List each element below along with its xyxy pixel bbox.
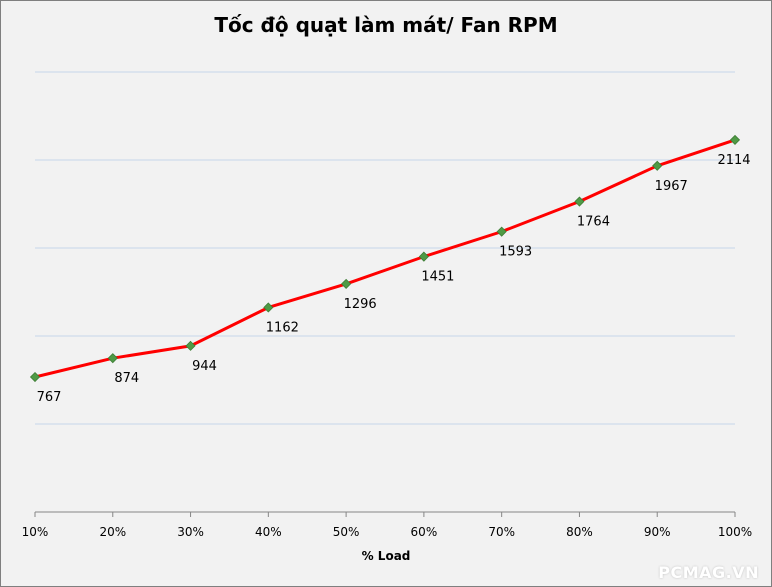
watermark-logo: PCMAG.VN: [658, 563, 759, 582]
data-label: 1451: [421, 270, 454, 285]
x-tick-label: 20%: [99, 525, 126, 539]
series-markers: [29, 134, 741, 383]
data-label: 1593: [499, 245, 532, 260]
data-point-marker: [652, 160, 663, 171]
data-point-marker: [185, 340, 196, 351]
data-label: 2114: [717, 153, 750, 168]
x-axis-title: % Load: [361, 549, 411, 563]
data-label: 1162: [266, 320, 299, 335]
x-tick-label: 10%: [22, 525, 49, 539]
data-label: 1967: [655, 179, 688, 194]
data-point-marker: [107, 353, 118, 364]
data-label: 767: [37, 390, 62, 405]
x-tick-label: 60%: [411, 525, 438, 539]
gridlines: [35, 71, 735, 425]
x-axis: [34, 511, 736, 517]
data-label: 944: [192, 359, 217, 374]
data-point-marker: [574, 196, 585, 207]
data-point-marker: [418, 251, 429, 262]
x-tick-label: 40%: [255, 525, 282, 539]
data-point-marker: [29, 371, 41, 383]
x-tick-labels: 10% 20% 30% 40% 50% 60% 70% 80% 90% 100%: [22, 525, 752, 539]
data-label: 1296: [344, 297, 377, 312]
fan-rpm-line: [34, 138, 736, 379]
data-point-marker: [496, 226, 507, 237]
data-label: 874: [114, 371, 139, 386]
x-tick-label: 90%: [644, 525, 671, 539]
x-tick-label: 100%: [718, 525, 752, 539]
data-label: 1764: [577, 215, 610, 230]
x-tick-label: 30%: [177, 525, 204, 539]
data-labels: 767 874 944 1162 1296 1451 1593 1764 1967 2114: [37, 153, 751, 405]
chart-title: Tốc độ quạt làm mát/ Fan RPM: [214, 13, 558, 37]
data-point-marker: [341, 278, 352, 289]
series-line: [34, 138, 736, 379]
data-point-marker: [729, 134, 741, 146]
x-tick-label: 80%: [566, 525, 593, 539]
x-tick-label: 70%: [488, 525, 515, 539]
x-tick-label: 50%: [333, 525, 360, 539]
data-point-marker: [263, 302, 274, 313]
